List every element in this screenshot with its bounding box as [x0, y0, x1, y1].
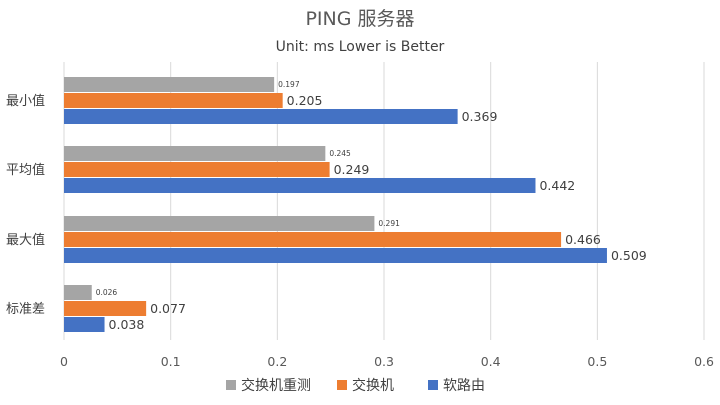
category-label: 最小值 — [6, 93, 45, 109]
bar — [64, 301, 147, 316]
legend-swatch — [337, 380, 347, 390]
data-label: 0.466 — [565, 232, 601, 247]
data-label: 0.245 — [329, 149, 351, 158]
legend-swatch — [226, 380, 236, 390]
bar — [64, 109, 458, 124]
bar — [64, 317, 105, 332]
legend-entry: 软路由 — [443, 378, 485, 394]
data-label: 0.197 — [278, 80, 300, 89]
x-tick-label: 0 — [60, 354, 68, 369]
bars — [64, 77, 607, 332]
bar — [64, 77, 275, 92]
data-labels: 0.197 0.205 0.369 0.245 0.249 0.442 0.291 0.466… — [96, 80, 647, 332]
bar — [64, 285, 92, 300]
legend-entry: 交换机重测 — [241, 377, 311, 394]
category-label: 最大值 — [6, 232, 45, 248]
category-label: 标准差 — [6, 302, 45, 317]
data-label: 0.205 — [287, 93, 323, 108]
bar — [64, 178, 536, 193]
bar — [64, 248, 607, 263]
x-tick-label: 0.4 — [481, 354, 501, 369]
data-label: 0.249 — [334, 162, 370, 177]
legend-entry: 交换机 — [352, 377, 394, 394]
x-tick-label: 0.5 — [587, 354, 607, 369]
x-tick-label: 0.3 — [374, 354, 394, 369]
bar — [64, 232, 562, 247]
data-label: 0.442 — [539, 178, 575, 193]
chart-subtitle: Unit: ms Lower is Better — [276, 39, 445, 55]
gridlines — [63, 62, 705, 340]
data-label: 0.077 — [150, 301, 186, 316]
x-tick-label: 0.6 — [694, 354, 714, 369]
data-label: 0.038 — [109, 317, 145, 332]
bar — [64, 146, 326, 161]
bar — [64, 93, 283, 108]
bar — [64, 216, 375, 231]
data-label: 0.026 — [96, 288, 118, 297]
data-label: 0.509 — [611, 248, 647, 263]
category-label: 平均值 — [6, 162, 45, 178]
chart-title: PING 服务器 — [305, 8, 414, 30]
x-tick-label: 0.2 — [267, 354, 287, 369]
x-tick-labels: 0 0.1 0.2 0.3 0.4 0.5 0.6 — [60, 354, 714, 369]
legend-swatch — [428, 380, 438, 390]
x-tick-label: 0.1 — [161, 354, 181, 369]
data-label: 0.369 — [462, 109, 498, 124]
legend: 交换机重测 交换机 软路由 — [226, 377, 485, 394]
bar — [64, 162, 330, 177]
data-label: 0.291 — [378, 219, 400, 228]
